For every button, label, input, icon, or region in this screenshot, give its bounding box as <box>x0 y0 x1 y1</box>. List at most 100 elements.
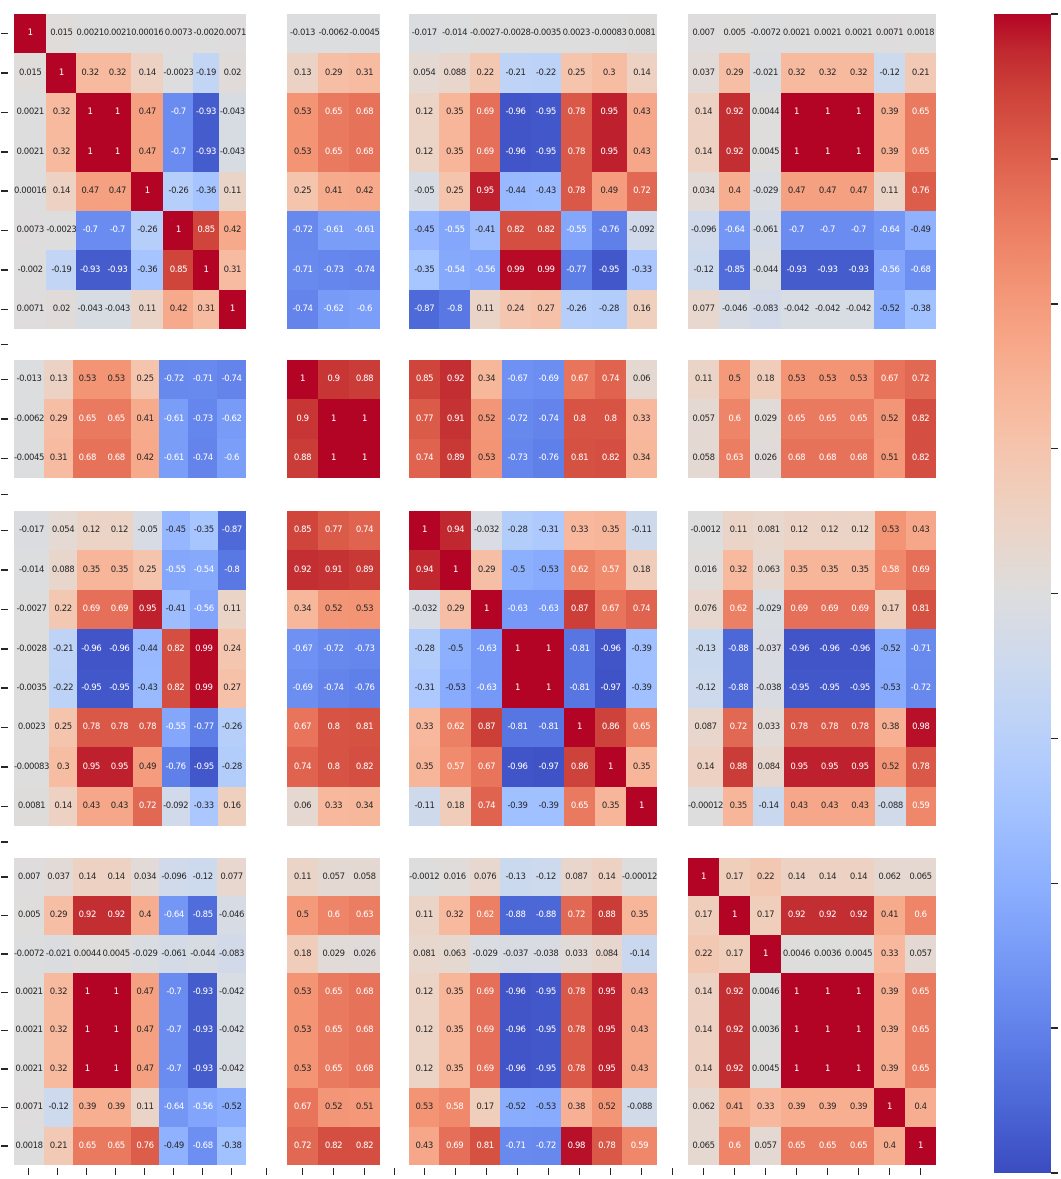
cell-value-label: -0.45 <box>165 525 186 536</box>
heatmap-cell: -0.39 <box>626 668 657 708</box>
cell-value-label: 0.78 <box>567 1025 586 1036</box>
cell-value-label: 0.33 <box>324 801 343 812</box>
cell-value-label: 0.65 <box>324 987 343 998</box>
heatmap-cell: 0.35 <box>621 896 657 935</box>
cell-value-label: 0.65 <box>911 1025 930 1036</box>
heatmap-cell: 0.92 <box>719 1049 750 1089</box>
cell-value-label: 1 <box>483 604 489 615</box>
cell-value-label: 0.53 <box>293 107 312 118</box>
cell-value-label: 1 <box>793 107 799 118</box>
heatmap-cell: 0.4 <box>905 1088 936 1127</box>
heatmap-cell: 0.5 <box>287 896 318 935</box>
heatmap-cell: 0.33 <box>874 934 905 974</box>
heatmap-cell: 0.8 <box>318 747 349 787</box>
cell-value-label: 1 <box>793 1025 799 1036</box>
heatmap-cell: -0.083 <box>750 289 781 329</box>
cell-value-label: 0.0045 <box>751 1063 780 1074</box>
heatmap-cell: 0.0036 <box>812 934 843 974</box>
cell-value-label: -0.088 <box>877 801 903 812</box>
heatmap-cell: -0.0072 <box>750 14 781 54</box>
cell-value-label: 0.29 <box>446 604 465 615</box>
heatmap-cell: 0.43 <box>844 786 876 826</box>
cell-value-label: 0.32 <box>108 67 127 78</box>
cell-value-label: -0.41 <box>475 225 496 236</box>
heatmap-cell: 0.12 <box>105 511 134 551</box>
heatmap-cell: -0.54 <box>439 250 470 290</box>
cell-value-label: 0.25 <box>54 722 72 733</box>
heatmap-cell: -0.72 <box>905 668 936 708</box>
heatmap-cell: 0.0021 <box>103 14 131 54</box>
x-axis-tick <box>454 1168 457 1175</box>
cell-value-label: 1 <box>84 1025 90 1036</box>
heatmap-cell: -0.81 <box>564 629 595 669</box>
cell-value-label: 0.53 <box>787 374 806 385</box>
heatmap-cell: 0.14 <box>812 858 843 897</box>
heatmap-cell: 0.68 <box>72 438 102 478</box>
cell-value-label: -0.71 <box>505 1140 526 1151</box>
heatmap-cell: -0.002 <box>14 250 47 290</box>
cell-value-label: 0.67 <box>293 722 312 733</box>
heatmap-cell: 0.11 <box>131 289 164 329</box>
cell-value-label: -0.62 <box>323 304 344 315</box>
heatmap-cell: 0.9 <box>318 360 349 400</box>
heatmap-cell: -0.95 <box>530 1011 562 1050</box>
heatmap-cell: 0.35 <box>439 132 470 172</box>
cell-value-label: -0.85 <box>724 264 745 275</box>
cell-value-label: -0.36 <box>137 264 158 275</box>
cell-value-label: 0.95 <box>598 1025 616 1036</box>
heatmap-cell: 0.17 <box>875 589 906 630</box>
cell-value-label: 0.65 <box>324 107 343 118</box>
cell-value-label: -0.083 <box>219 948 245 959</box>
cell-value-label: 0.68 <box>355 1025 374 1036</box>
cell-value-label: -0.26 <box>566 304 587 315</box>
cell-value-label: 0.005 <box>17 910 41 921</box>
heatmap-cell: 0.31 <box>349 53 380 93</box>
cell-value-label: 0.016 <box>694 564 717 575</box>
heatmap-cell: -0.12 <box>688 668 724 708</box>
cell-value-label: 0.22 <box>476 67 494 78</box>
cell-value-label: -0.7 <box>170 107 186 118</box>
heatmap-cell: -0.72 <box>287 210 318 251</box>
heatmap-cell: -0.00012 <box>688 786 723 826</box>
y-axis-tick <box>1 569 8 571</box>
cell-value-label: -0.22 <box>535 67 556 78</box>
heatmap-cell: 0.51 <box>349 1088 380 1127</box>
heatmap-block-1-2: -0.013 -0.0062 -0.0045 0.13 0.29 0.31 0.53 0.65… <box>287 14 380 329</box>
cell-value-label: 0.35 <box>820 564 839 575</box>
cell-value-label: 0.99 <box>537 264 555 275</box>
heatmap-cell: 0.69 <box>77 589 106 630</box>
heatmap-cell: -0.63 <box>502 589 533 630</box>
heatmap-cell: 0.65 <box>812 399 843 439</box>
heatmap-cell: -0.038 <box>530 934 562 974</box>
heatmap-cell: 0.0045 <box>101 934 131 974</box>
heatmap-cell: -0.042 <box>217 1011 246 1050</box>
heatmap-cell: -0.73 <box>188 399 218 439</box>
cell-value-label: 1 <box>762 948 768 959</box>
heatmap-cell: 0.38 <box>875 707 906 748</box>
heatmap-cell: 0.029 <box>318 934 349 974</box>
cell-value-label: -0.00083 <box>591 28 627 39</box>
heatmap-cell: 0.12 <box>844 511 876 551</box>
cell-value-label: 0.82 <box>601 453 620 464</box>
cell-value-label: -0.038 <box>756 682 782 693</box>
heatmap-cell: 0.78 <box>783 707 815 748</box>
cell-value-label: 1 <box>855 107 861 118</box>
y-axis-tick <box>1 1068 8 1070</box>
cell-value-label: 0.12 <box>415 146 434 157</box>
heatmap-cell: 0.49 <box>591 171 627 211</box>
heatmap-cell: -0.62 <box>318 289 349 329</box>
heatmap-cell: 1 <box>76 132 104 172</box>
cell-value-label: 1 <box>917 1140 923 1151</box>
cell-value-label: 0.065 <box>692 1140 715 1151</box>
heatmap-cell: 0.78 <box>561 1011 592 1050</box>
heatmap-cell: 0.29 <box>440 589 471 630</box>
cell-value-label: 1 <box>114 146 120 157</box>
heatmap-cell: 0.85 <box>163 250 194 290</box>
heatmap-cell: -0.81 <box>533 707 564 748</box>
heatmap-cell: 0.72 <box>905 360 936 400</box>
cell-value-label: 0.78 <box>567 107 586 118</box>
cell-value-label: 0.95 <box>820 761 839 772</box>
cell-value-label: -0.52 <box>879 304 900 315</box>
heatmap-cell: -0.56 <box>188 1088 218 1127</box>
heatmap-cell: -0.81 <box>502 707 533 748</box>
